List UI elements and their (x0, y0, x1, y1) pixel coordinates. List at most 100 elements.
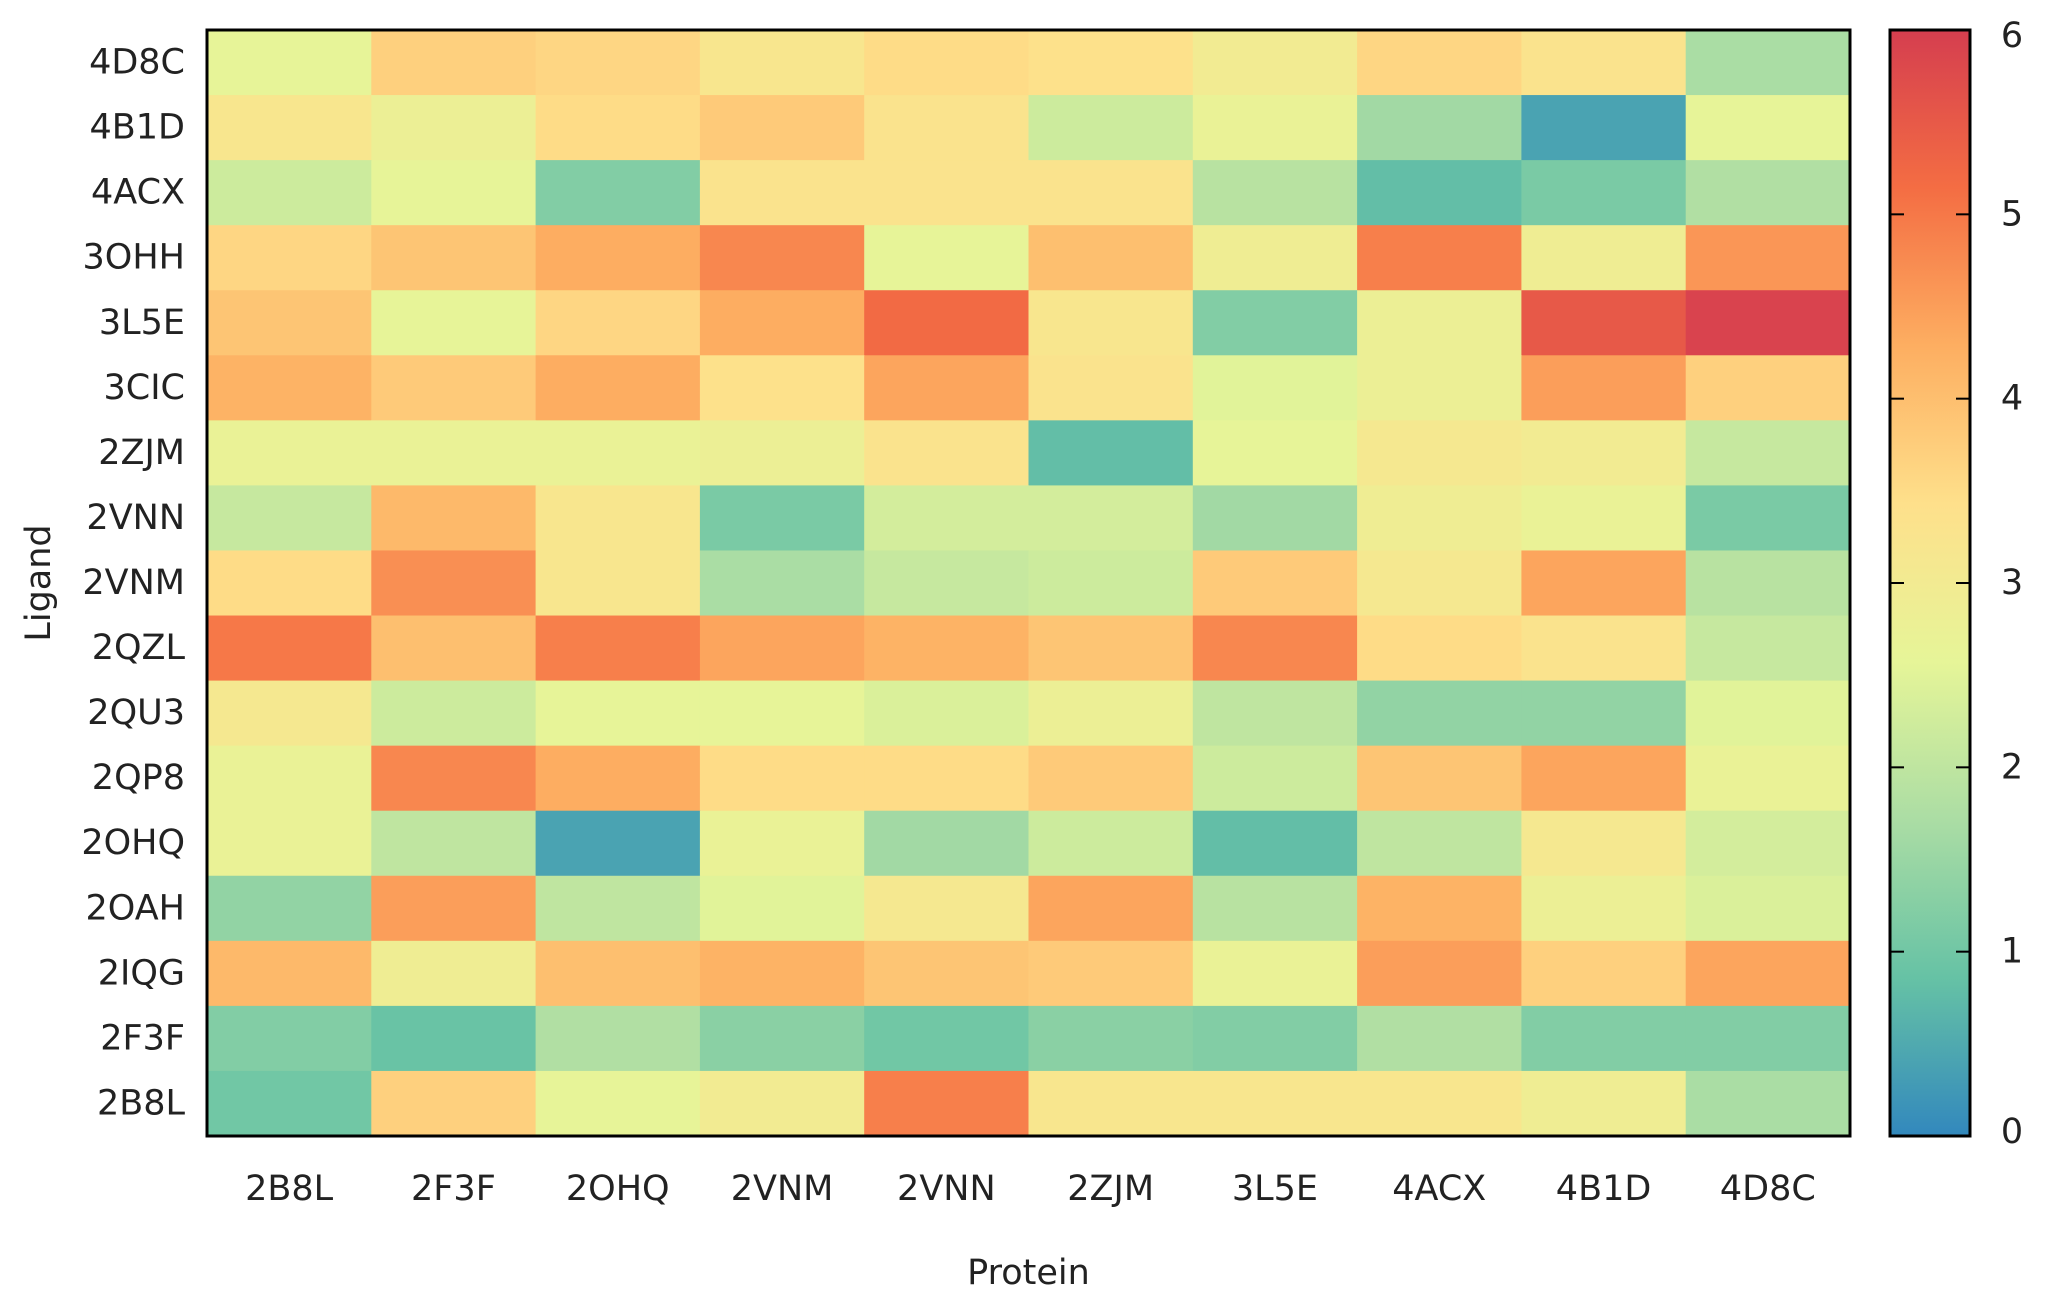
heatmap-cell-3CIC-2VNM (699, 355, 865, 421)
y-tick-labels: 4D8C 4B1D 4ACX 3OHH 3L5E 3CIC 2ZJM 2VNN 2VNM 2QZL… (81, 43, 185, 1124)
heatmap-cell-2IQG-2VNM (699, 940, 865, 1007)
heatmap-cell-4D8C-2ZJM (1028, 30, 1194, 96)
heatmap-cell-2QP8-4B1D (1521, 745, 1687, 812)
heatmap-cell-4ACX-2F3F (371, 160, 537, 226)
heatmap-cell-2QZL-4ACX (1357, 615, 1522, 682)
heatmap-cell-2F3F-2OHQ (535, 1005, 701, 1072)
heatmap-cell-3CIC-4D8C (1685, 355, 1851, 421)
heatmap-cell-3OHH-2OHQ (535, 225, 701, 291)
heatmap-cell-4D8C-2OHQ (535, 30, 701, 96)
heatmap-cell-2OHQ-2OHQ (535, 810, 701, 877)
heatmap-cell-2VNN-4B1D (1521, 485, 1687, 552)
heatmap-cell-4B1D-3L5E (1192, 95, 1358, 161)
heatmap-cell-2B8L-4B1D (1521, 1070, 1687, 1137)
heatmap-cell-2QU3-2B8L (207, 680, 372, 747)
heatmap-cell-2B8L-2OHQ (535, 1070, 701, 1137)
heatmap-cell-2ZJM-4B1D (1521, 420, 1687, 487)
heatmap-cell-2F3F-2B8L (207, 1005, 372, 1072)
heatmap-cell-3OHH-4ACX (1357, 225, 1522, 291)
colorbar-tick-label: 4 (2001, 379, 2023, 419)
heatmap-cell-4B1D-2VNN (864, 95, 1030, 161)
heatmap-cell-2QZL-2VNN (864, 615, 1030, 682)
heatmap-cell-2B8L-3L5E (1192, 1070, 1358, 1137)
x-tick-label: 3L5E (1232, 1169, 1318, 1209)
heatmap-cell-2QU3-2ZJM (1028, 680, 1194, 747)
heatmap-cell-2OAH-2B8L (207, 875, 372, 942)
heatmap-cell-2OHQ-4ACX (1357, 810, 1522, 877)
heatmap-cell-2VNM-3L5E (1192, 550, 1358, 617)
heatmap-cell-2QP8-2ZJM (1028, 745, 1194, 812)
heatmap-cell-4B1D-2F3F (371, 95, 537, 161)
heatmap-cell-2OAH-2F3F (371, 875, 537, 942)
heatmap-cell-2QP8-4ACX (1357, 745, 1522, 812)
x-axis-title: Protein (967, 1253, 1090, 1293)
heatmap-cell-3CIC-2F3F (371, 355, 537, 421)
heatmap-cell-2OAH-2VNM (699, 875, 865, 942)
heatmap-cell-2IQG-4B1D (1521, 940, 1687, 1007)
colorbar-tick-label: 5 (2001, 194, 2023, 234)
heatmap-cell-2VNM-4ACX (1357, 550, 1522, 617)
heatmap-cell-3OHH-2B8L (207, 225, 372, 291)
heatmap-cell-2VNM-2OHQ (535, 550, 701, 617)
heatmap-cell-2QU3-4D8C (1685, 680, 1851, 747)
heatmap-cell-3L5E-2ZJM (1028, 290, 1194, 356)
heatmap-cell-2QP8-4D8C (1685, 745, 1851, 812)
plot-frame (205, 28, 1852, 1138)
heatmap-cell-4B1D-2B8L (207, 95, 372, 161)
y-tick-label: 3CIC (104, 368, 185, 408)
heatmap-cell-3CIC-4ACX (1357, 355, 1522, 421)
heatmap-cell-3CIC-2ZJM (1028, 355, 1194, 421)
heatmap-cell-2QP8-2F3F (371, 745, 537, 812)
heatmap-cell-2F3F-4D8C (1685, 1005, 1851, 1072)
heatmap-cell-4D8C-2B8L (207, 30, 372, 96)
heatmap-cell-3CIC-2VNN (864, 355, 1030, 421)
y-tick-label: 3OHH (83, 238, 185, 278)
y-tick-label: 2B8L (97, 1083, 186, 1123)
heatmap-cell-2OAH-2OHQ (535, 875, 701, 942)
x-tick-label: 2ZJM (1067, 1169, 1154, 1209)
heatmap-cell-2VNN-3L5E (1192, 485, 1358, 552)
y-tick-label: 2QP8 (92, 758, 185, 798)
colorbar-tick-label: 3 (2001, 563, 2023, 603)
heatmap-cell-3L5E-4B1D (1521, 290, 1687, 356)
heatmap-cell-2ZJM-2OHQ (535, 420, 701, 487)
heatmap-cell-2QU3-2VNM (699, 680, 865, 747)
heatmap-cell-2VNM-2B8L (207, 550, 372, 617)
heatmap-cell-2F3F-2ZJM (1028, 1005, 1194, 1072)
heatmap-cell-2QU3-2OHQ (535, 680, 701, 747)
heatmap-cell-2IQG-2F3F (371, 940, 537, 1007)
heatmap-cell-2VNM-2F3F (371, 550, 537, 617)
y-tick-label: 2QU3 (87, 693, 185, 733)
heatmap-cell-2F3F-2F3F (371, 1005, 537, 1072)
heatmap-cell-2B8L-4ACX (1357, 1070, 1522, 1137)
heatmap-cell-2QZL-3L5E (1192, 615, 1358, 682)
heatmap-cell-2QU3-4B1D (1521, 680, 1687, 747)
heatmap-cell-2QP8-2VNM (699, 745, 865, 812)
heatmap-cell-2IQG-2B8L (207, 940, 372, 1007)
heatmap-cell-2F3F-2VNM (699, 1005, 865, 1072)
x-tick-label: 4B1D (1556, 1169, 1652, 1209)
heatmap-cell-2ZJM-3L5E (1192, 420, 1358, 487)
heatmap-cell-2IQG-2ZJM (1028, 940, 1194, 1007)
heatmap-cell-4D8C-3L5E (1192, 30, 1358, 96)
heatmap-cell-3L5E-2VNM (699, 290, 865, 356)
heatmap-cell-2OAH-4D8C (1685, 875, 1851, 942)
x-tick-label: 2OHQ (566, 1169, 670, 1209)
x-tick-label: 2B8L (245, 1169, 334, 1209)
heatmap-cells (207, 30, 1851, 1137)
heatmap-cell-3L5E-2OHQ (535, 290, 701, 356)
colorbar-tick-label: 0 (2001, 1112, 2023, 1152)
heatmap-cell-2B8L-4D8C (1685, 1070, 1851, 1137)
heatmap-cell-3CIC-2B8L (207, 355, 372, 421)
x-tick-label: 2VNM (731, 1169, 834, 1209)
heatmap-cell-2QP8-2B8L (207, 745, 372, 812)
heatmap-cell-3OHH-3L5E (1192, 225, 1358, 291)
colorbar-tick-label: 1 (2001, 932, 2023, 972)
heatmap-cell-2IQG-2VNN (864, 940, 1030, 1007)
heatmap-cell-2VNN-2F3F (371, 485, 537, 552)
heatmap-cell-2VNN-4ACX (1357, 485, 1522, 552)
y-tick-label: 3L5E (99, 303, 185, 343)
heatmap-cell-4B1D-4B1D (1521, 95, 1687, 161)
heatmap-cell-4B1D-2VNM (699, 95, 865, 161)
